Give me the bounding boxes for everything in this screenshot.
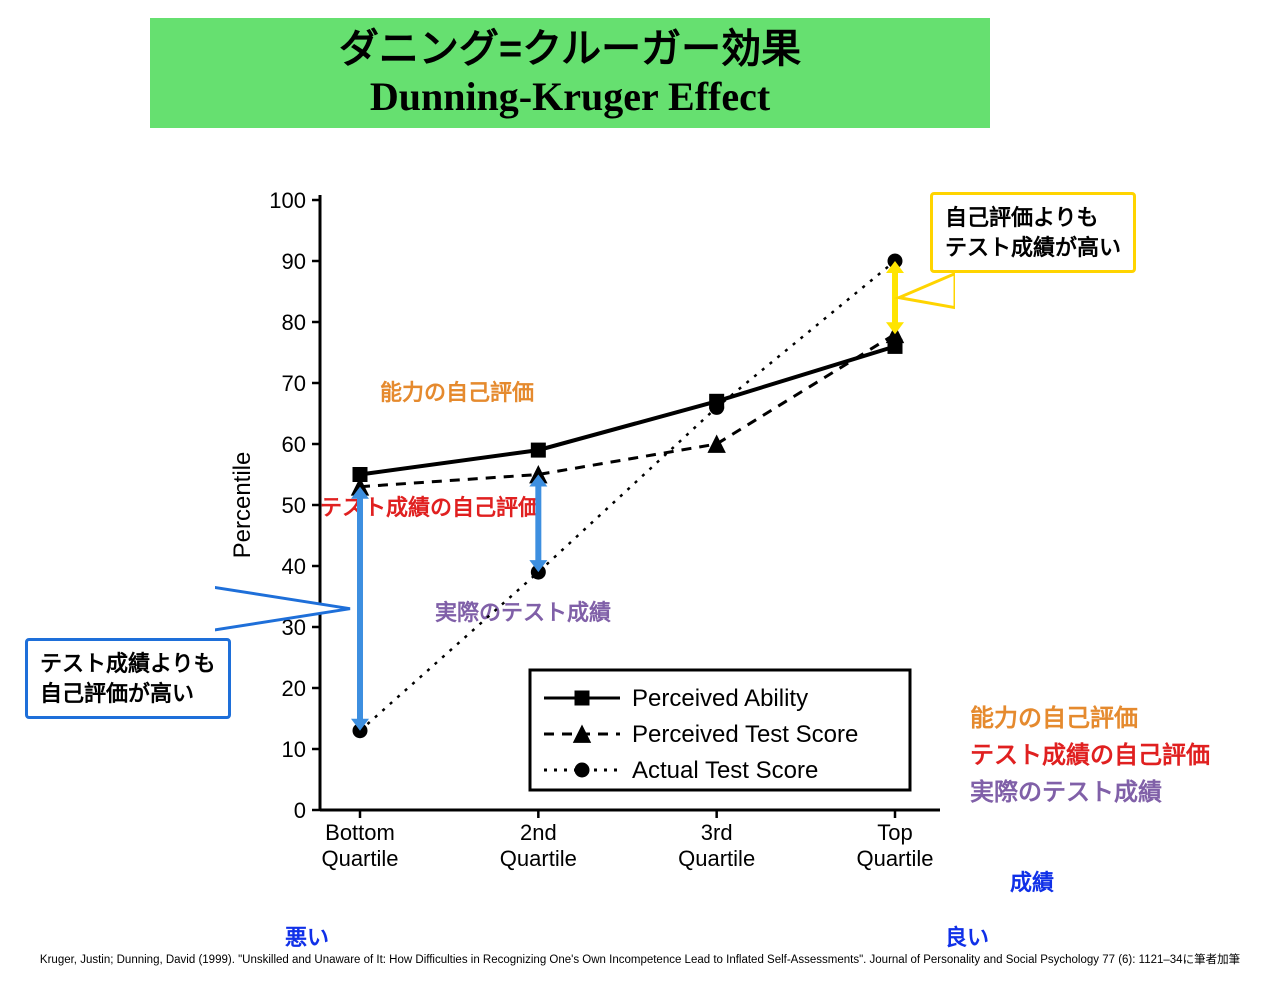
svg-text:Quartile: Quartile: [500, 846, 577, 871]
ann-good: 良い: [945, 920, 989, 952]
title-banner: ダニング=クルーガー効果 Dunning-Kruger Effect: [150, 18, 990, 128]
svg-text:Quartile: Quartile: [856, 846, 933, 871]
callout-right: 自己評価よりも テスト成績が高い: [930, 192, 1136, 273]
svg-text:90: 90: [282, 249, 306, 274]
svg-text:Top: Top: [877, 820, 912, 845]
side-legend: 能力の自己評価 テスト成績の自己評価 実際のテスト成績: [970, 700, 1210, 812]
svg-text:Perceived Test Score: Perceived Test Score: [632, 721, 858, 748]
svg-text:50: 50: [282, 493, 306, 518]
svg-text:2nd: 2nd: [520, 820, 557, 845]
svg-text:3rd: 3rd: [701, 820, 733, 845]
chart: 0102030405060708090100PercentileBottomQu…: [215, 170, 955, 920]
svg-text:20: 20: [282, 676, 306, 701]
callout-left-line2: 自己評価が高い: [40, 679, 216, 709]
side-legend-orange: 能力の自己評価: [970, 700, 1210, 737]
svg-text:40: 40: [282, 554, 306, 579]
callout-right-line2: テスト成績が高い: [945, 233, 1121, 263]
title-en: Dunning-Kruger Effect: [370, 73, 770, 121]
svg-text:70: 70: [282, 371, 306, 396]
ann-score: 成績: [1010, 865, 1054, 897]
citation: Kruger, Justin; Dunning, David (1999). "…: [0, 951, 1280, 967]
title-ja: ダニング=クルーガー効果: [339, 25, 801, 73]
svg-text:Bottom: Bottom: [325, 820, 395, 845]
svg-text:80: 80: [282, 310, 306, 335]
svg-text:Quartile: Quartile: [321, 846, 398, 871]
callout-left-line1: テスト成績よりも: [40, 649, 216, 679]
side-legend-purple: 実際のテスト成績: [970, 774, 1210, 811]
svg-text:Perceived Ability: Perceived Ability: [632, 685, 808, 712]
svg-text:Percentile: Percentile: [229, 452, 256, 559]
page: ダニング=クルーガー効果 Dunning-Kruger Effect テスト成績…: [0, 0, 1280, 981]
svg-text:10: 10: [282, 737, 306, 762]
ann-bad: 悪い: [285, 920, 329, 952]
svg-text:Actual Test Score: Actual Test Score: [632, 757, 818, 784]
callout-left: テスト成績よりも 自己評価が高い: [25, 638, 231, 719]
svg-text:Quartile: Quartile: [678, 846, 755, 871]
callout-right-line1: 自己評価よりも: [945, 203, 1121, 233]
side-legend-red: テスト成績の自己評価: [970, 737, 1210, 774]
svg-text:100: 100: [269, 188, 306, 213]
svg-text:0: 0: [294, 798, 306, 823]
svg-text:60: 60: [282, 432, 306, 457]
